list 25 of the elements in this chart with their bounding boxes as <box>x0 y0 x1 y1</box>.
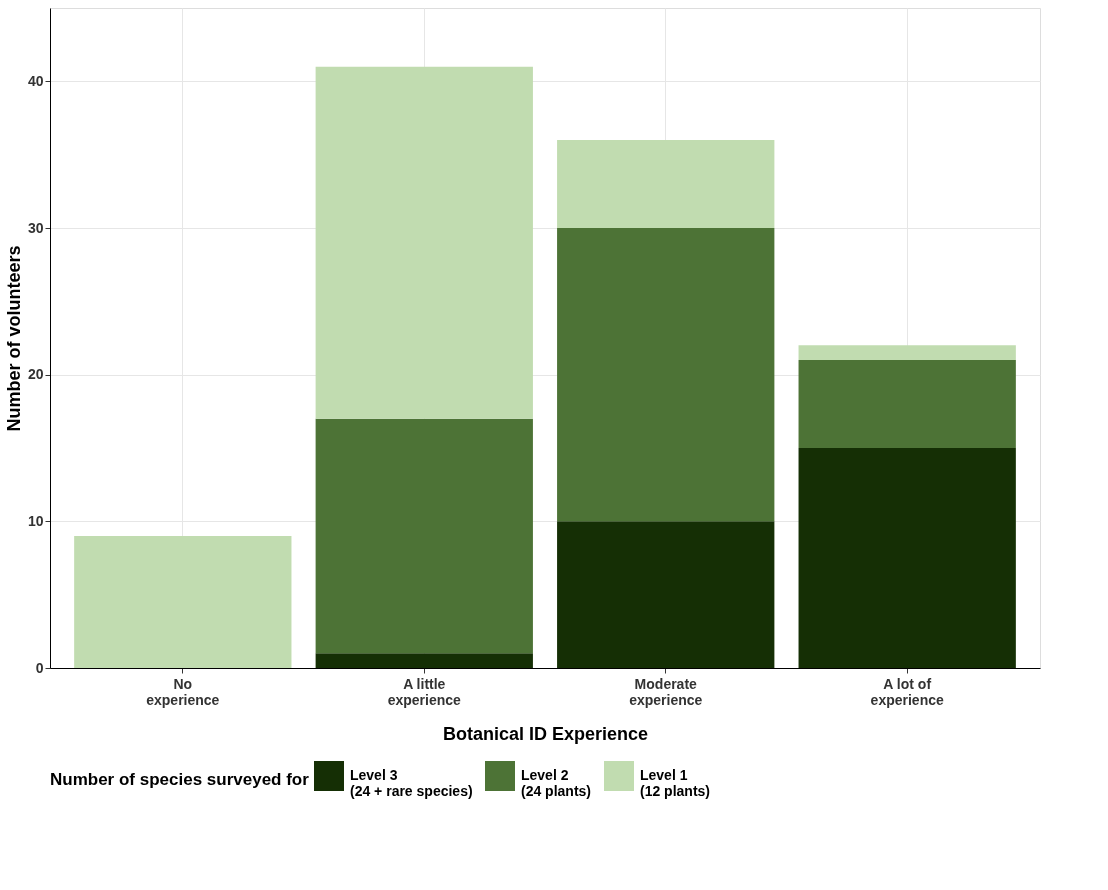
x-tick-label: Moderate experience <box>629 675 703 708</box>
bar <box>798 448 1016 668</box>
legend-title: Number of species surveyed for <box>50 770 310 789</box>
y-tick-label: 40 <box>27 72 44 89</box>
bar <box>798 345 1016 360</box>
bar <box>557 140 775 228</box>
x-tick-label: A little experience <box>387 675 462 708</box>
x-axis-title: Botanical ID Experience <box>442 723 649 744</box>
legend-label: Level 1 (12 plants) <box>640 767 711 799</box>
y-tick-label: 20 <box>27 366 44 383</box>
bar <box>798 360 1016 448</box>
y-tick-label: 10 <box>27 512 44 529</box>
bar <box>315 653 533 668</box>
y-tick-label: 30 <box>27 219 44 236</box>
legend-label: Level 2 (24 plants) <box>521 767 592 799</box>
bar <box>315 66 533 419</box>
x-tick-label: No experience <box>146 675 220 708</box>
bar <box>315 418 533 654</box>
y-axis-title: Number of volunteers <box>3 245 24 432</box>
x-tick-label: A lot of experience <box>870 675 944 708</box>
legend-label: Level 3 (24 + rare species) <box>350 767 473 799</box>
bar <box>557 228 775 522</box>
bar <box>74 536 292 668</box>
bar <box>557 521 775 668</box>
y-tick-label: 0 <box>35 659 44 676</box>
